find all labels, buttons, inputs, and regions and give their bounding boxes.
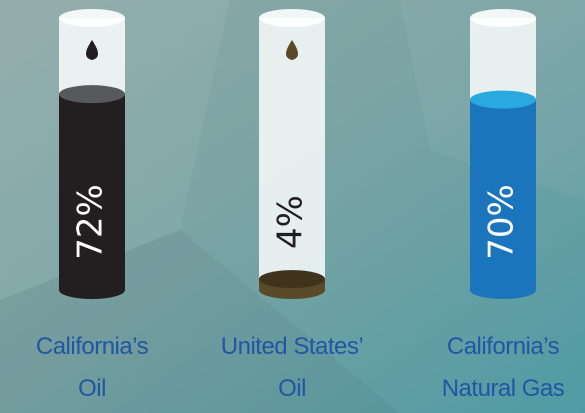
value-label: 4% — [271, 195, 311, 249]
glass-top — [59, 9, 125, 27]
glass-top — [470, 9, 536, 27]
value-label: 72% — [71, 184, 111, 260]
infographic: 72% 4% 70% California’s OilUnited States’ … — [0, 0, 585, 413]
fill-top — [259, 270, 325, 288]
value-label: 70% — [482, 184, 522, 260]
glass-top — [259, 9, 325, 27]
fill-top — [59, 85, 125, 103]
fill-top — [470, 91, 536, 109]
category-label: California’s Oil — [0, 326, 187, 410]
category-label: California’s Natural Gas — [408, 326, 585, 410]
category-label: United States’ Oil — [197, 326, 387, 410]
